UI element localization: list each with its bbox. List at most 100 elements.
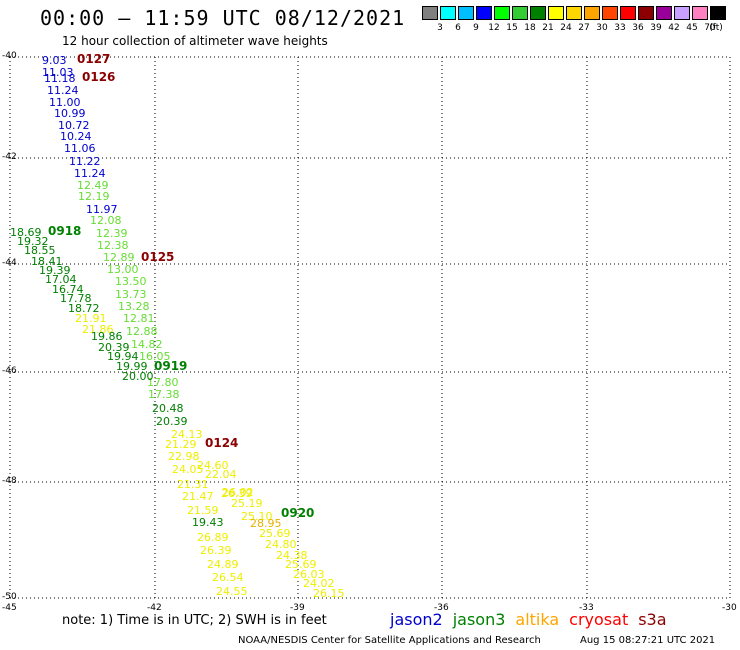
wave-height-value: 14.82 [131,338,163,351]
wave-height-value: 19.99 [116,360,148,373]
color-scale-label: 12 [488,23,500,33]
legend-item-jason2: jason2 [390,610,443,629]
wave-height-value: 26.02 [222,486,254,499]
wave-height-value: 24.80 [265,538,297,551]
color-swatch [530,6,546,20]
wave-height-value: 26.39 [200,544,232,557]
track-label: 0124 [205,436,239,450]
color-scale-label: 6 [455,23,461,33]
wave-height-value: 10.99 [54,107,86,120]
latitude-label: -50 [2,592,17,602]
wave-height-value: 28.95 [250,517,282,530]
track-label: 0919 [154,359,188,373]
wave-height-value: 10.72 [58,119,90,132]
note-text: note: 1) Time is in UTC; 2) SWH is in fe… [62,613,327,628]
wave-height-value: 13.50 [115,275,147,288]
wave-height-value: 18.55 [24,244,56,257]
color-scale-label: 30 [596,23,608,33]
color-swatch [584,6,600,20]
color-scale-label: 27 [578,23,590,33]
wave-height-value: 13.73 [115,288,147,301]
longitude-label: -33 [579,603,594,613]
longitude-label: -39 [290,603,305,613]
wave-height-value: 24.60 [197,459,229,472]
wave-height-value: 16.74 [52,283,84,296]
legend-item-cryosat: cryosat [569,610,629,629]
latitude-label: -40 [2,51,17,61]
wave-height-value: 11.97 [86,203,118,216]
track-label: 0125 [141,250,175,264]
longitude-label: -45 [2,603,17,613]
wave-height-value: 22.98 [168,450,200,463]
wave-height-value: 11.24 [47,84,79,97]
track-label: 0127 [77,52,111,66]
latitude-label: -42 [2,152,17,162]
wave-height-value: 11.03 [42,66,74,79]
track-label: 0126 [82,70,116,84]
wave-height-value: 13.00 [107,263,139,276]
color-scale-label: 3 [437,23,443,33]
wave-height-value: 9.03 [42,54,67,67]
color-swatch [620,6,636,20]
wave-height-value: 12.89 [103,251,135,264]
wave-height-value: 26.54 [212,571,244,584]
wave-height-value: 21.29 [165,438,197,451]
wave-height-value: 26.89 [197,531,229,544]
wave-height-value: 17.04 [45,273,77,286]
color-scale-label: 39 [650,23,662,33]
color-scale-label: 24 [560,23,572,33]
wave-height-value: 21.59 [187,504,219,517]
wave-height-value: 10.24 [60,130,92,143]
wave-height-value: 12.08 [90,214,122,227]
color-scale-label: 9 [473,23,479,33]
wave-height-value: 16.05 [139,350,171,363]
wave-height-value: 11.00 [49,96,81,109]
wave-height-value: 26.15 [313,587,345,600]
color-swatch [692,6,708,20]
wave-height-value: 12.38 [97,239,129,252]
color-swatch [440,6,456,20]
track-label: 0920 [281,506,315,520]
legend-item-s3a: s3a [638,610,667,629]
color-swatch [476,6,492,20]
latitude-label: -44 [2,258,17,268]
wave-height-value: 21.31 [177,478,209,491]
wave-height-value: 20.39 [98,341,130,354]
wave-height-value: 22.04 [205,468,237,481]
satellite-legend: jason2 jason3 altika cryosat s3a [390,610,677,629]
wave-height-value: 20.39 [156,415,188,428]
wave-height-value: 17.38 [148,388,180,401]
color-swatch [512,6,528,20]
wave-height-value: 18.72 [68,302,100,315]
wave-height-value: 21.47 [182,490,214,503]
wave-height-value: 19.32 [17,235,49,248]
color-scale-label: 36 [632,23,644,33]
wave-height-value: 19.43 [192,516,224,529]
wave-height-value: 17.80 [147,376,179,389]
wave-height-value: 24.05 [172,463,204,476]
wave-height-value: 18.41 [31,255,63,268]
page-title: 00:00 – 11:59 UTC 08/12/2021 [40,6,406,30]
wave-height-value: 24.02 [303,577,335,590]
wave-height-value: 11.22 [69,155,101,168]
wave-height-value: 26.03 [293,568,325,581]
legend-item-jason3: jason3 [452,610,506,629]
wave-height-value: 19.86 [91,330,123,343]
wave-height-value: 13.28 [118,300,150,313]
wave-height-value: 19.39 [39,264,71,277]
wave-height-value: 12.39 [96,227,128,240]
wave-height-value: 25.69 [285,558,317,571]
color-swatch [710,6,726,20]
color-scale-label: 15 [506,23,518,33]
wave-height-value: 24.89 [207,558,239,571]
wave-height-value: 21.91 [75,312,107,325]
credit-text: NOAA/NESDIS Center for Satellite Applica… [238,635,541,646]
wave-height-value: 24.13 [171,428,203,441]
latitude-label: -46 [2,366,17,376]
wave-height-value: 21.86 [82,323,114,336]
legend-item-altika: altika [515,610,560,629]
color-swatch [494,6,510,20]
wave-height-value: 25.69 [259,527,291,540]
